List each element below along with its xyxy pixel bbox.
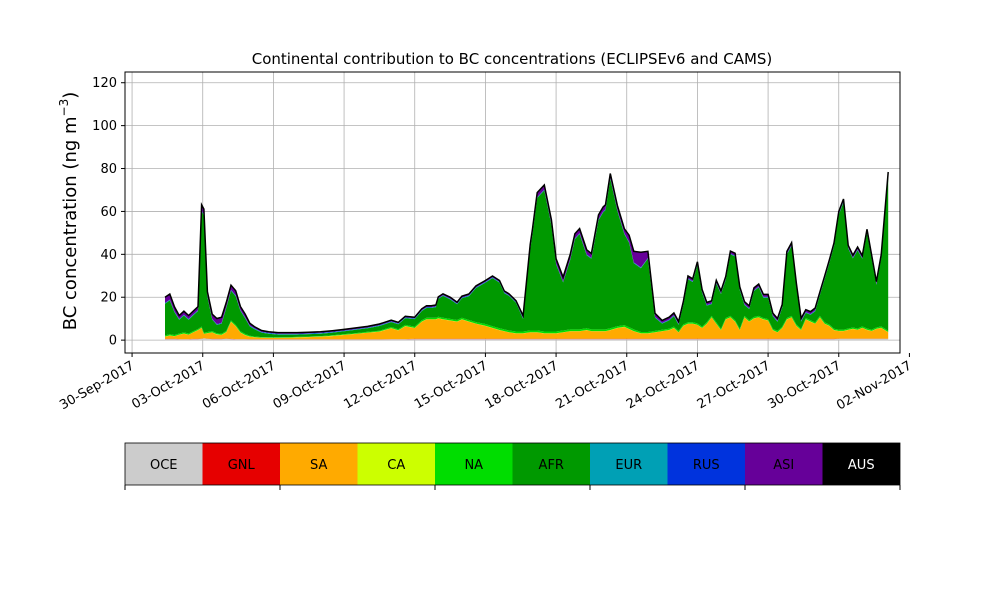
legend-swatch-gnl — [202, 443, 280, 485]
y-tick-label-1: 20 — [100, 291, 117, 306]
x-tick-label-1: 03-Oct-2017 — [129, 358, 207, 412]
legend-label-ca: CA — [387, 458, 405, 473]
y-tick-label-0: 0 — [109, 334, 117, 349]
x-tick-label-5: 15-Oct-2017 — [412, 358, 490, 412]
x-tick-label-7: 21-Oct-2017 — [553, 358, 631, 412]
x-tick-label-10: 30-Oct-2017 — [765, 358, 843, 412]
legend-frame — [124, 442, 901, 486]
legend-label-sa: SA — [310, 458, 327, 473]
area-series-oce — [165, 338, 889, 341]
x-tick-label-8: 24-Oct-2017 — [624, 358, 702, 412]
x-tick-label-11: 02-Nov-2017 — [834, 358, 914, 413]
y-tick-label-3: 60 — [100, 205, 117, 220]
legend-swatch-oce — [125, 443, 203, 485]
chart-title: Continental contribution to BC concentra… — [252, 50, 773, 68]
y-tick-label-6: 120 — [92, 76, 117, 91]
area-series-afr — [165, 175, 889, 338]
legend-swatch-ca — [357, 443, 435, 485]
legend-label-afr: AFR — [539, 458, 564, 473]
legend-swatch-afr — [512, 443, 590, 485]
legend-label-oce: OCE — [150, 458, 178, 473]
area-series-sa — [165, 317, 889, 340]
area-series-gnl — [165, 338, 889, 340]
total-outline-line — [164, 171, 889, 334]
legend-swatch-na — [435, 443, 513, 485]
legend-label-gnl: GNL — [228, 458, 256, 473]
legend-swatch-aus — [822, 443, 900, 485]
legend-swatch-asi — [745, 443, 823, 485]
x-tick-label-9: 27-Oct-2017 — [695, 358, 773, 412]
y-tick-label-4: 80 — [100, 162, 117, 177]
x-tick-label-6: 18-Oct-2017 — [483, 358, 561, 412]
y-tick-label-5: 100 — [92, 119, 117, 134]
legend-swatch-eur — [590, 443, 668, 485]
x-tick-label-4: 12-Oct-2017 — [341, 358, 419, 412]
y-axis-label-superscript: −3 — [57, 99, 71, 117]
legend-swatch-sa — [280, 443, 358, 485]
y-tick-label-2: 40 — [100, 248, 117, 263]
y-axis-label-text: BC concentration (ng m — [60, 116, 81, 330]
legend-label-asi: ASI — [773, 458, 794, 473]
plot-frame — [124, 71, 901, 354]
x-tick-label-3: 09-Oct-2017 — [271, 358, 349, 412]
legend-label-na: NA — [464, 458, 483, 473]
legend-label-rus: RUS — [693, 458, 720, 473]
plot-area: 0 20 40 60 80 100 120 30-Sep-201703-Oct-201706-… — [57, 71, 914, 413]
legend-label-aus: AUS — [848, 458, 875, 473]
x-tick-label-2: 06-Oct-2017 — [200, 358, 278, 412]
legend-swatch-rus — [667, 443, 745, 485]
x-tick-label-0: 30-Sep-2017 — [57, 358, 137, 413]
legend-colorbar: OCE GNL SA CA NA AFR EUR RUS ASI AUS — [124, 442, 901, 490]
y-axis-label-close: ) — [60, 92, 81, 99]
legend-label-eur: EUR — [615, 458, 642, 473]
y-axis-label: BC concentration (ng m−3) — [57, 92, 81, 331]
